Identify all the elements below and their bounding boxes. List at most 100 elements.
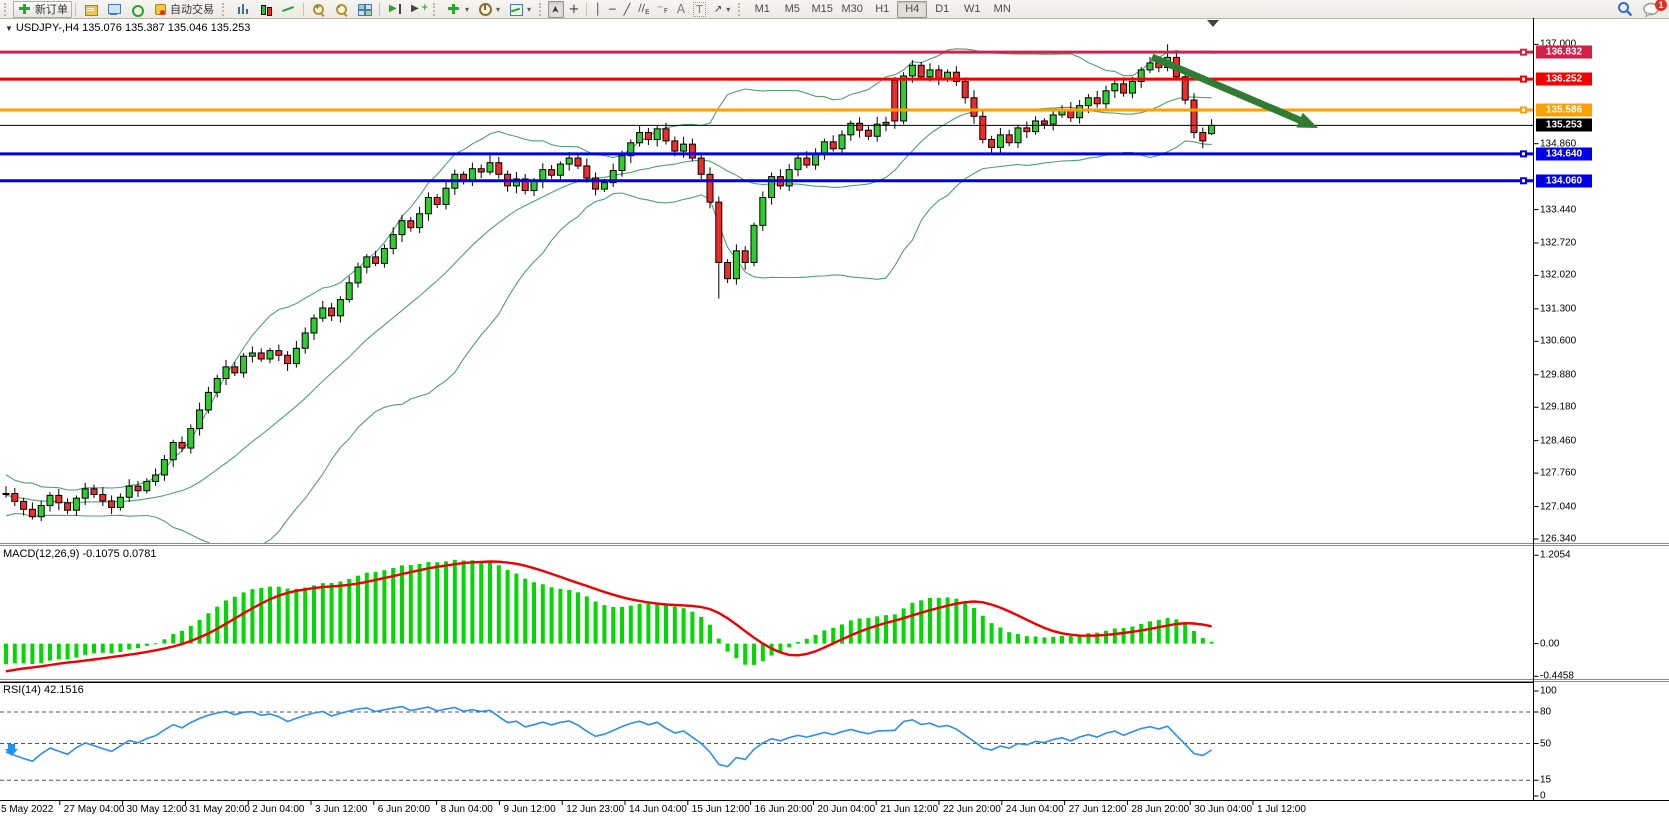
rsi-indicator-label: RSI(14) 42.1516 <box>3 684 84 696</box>
tile-windows-icon <box>357 2 372 16</box>
timeframe-button-h1[interactable]: H1 <box>875 3 890 15</box>
fibonacci-icon: ┈F <box>657 3 669 15</box>
time-axis-label: 5 May 2022 <box>1 804 54 815</box>
macd-axis-label: -0.4458 <box>1540 670 1574 682</box>
price-axis-label: 126.340 <box>1540 533 1577 545</box>
zoom-in-button[interactable]: + <box>307 1 330 18</box>
price-axis-label: 128.460 <box>1540 435 1577 447</box>
rsi-axis-label: 80 <box>1540 706 1552 718</box>
price-axis-label: 127.760 <box>1540 467 1577 479</box>
zoom-out-button[interactable]: - <box>330 1 353 18</box>
zoom-out-icon: - <box>334 2 349 17</box>
journal-button[interactable] <box>79 1 102 18</box>
timeframe-button-w1[interactable]: W1 <box>963 3 981 15</box>
time-axis-label: 30 Jun 04:00 <box>1194 804 1253 815</box>
channel-icon: ∕∕E <box>638 2 650 16</box>
horizontal-line-tool[interactable]: ─ <box>605 1 620 18</box>
periods-button[interactable]: ▾ <box>473 1 504 18</box>
notification-badge: 1 <box>1655 0 1667 11</box>
price-line-badge: 135.586 <box>1536 103 1592 117</box>
market-watch-button[interactable] <box>102 1 125 18</box>
new-order-button[interactable]: 新订单 <box>13 0 72 18</box>
candlestick-chart-button[interactable] <box>254 1 277 18</box>
chart-shift-icon: ▶ + <box>411 3 429 14</box>
templates-button[interactable]: ▾ <box>504 1 535 18</box>
indicators-icon <box>446 2 461 16</box>
price-axis-label: 131.300 <box>1540 303 1577 315</box>
fibonacci-tool[interactable]: ┈F <box>653 1 672 18</box>
cursor-tool-button[interactable]: ➤ <box>548 0 565 18</box>
indicators-button[interactable]: ▾ <box>442 1 473 18</box>
timeframe-group: M1 M5 M15 M30 H1 H4 D1 W1 MN <box>747 0 1017 18</box>
time-axis-label: 3 Jun 12:00 <box>315 804 368 815</box>
new-order-plus-icon <box>17 2 32 16</box>
price-line-badge: 136.252 <box>1536 72 1592 86</box>
price-line-badge: 136.832 <box>1536 45 1592 59</box>
text-tool[interactable]: A <box>673 1 689 18</box>
time-axis-label: 6 Jun 20:00 <box>377 804 431 815</box>
signals-button[interactable] <box>125 1 148 18</box>
time-axis-label: 21 Jun 12:00 <box>880 804 939 815</box>
timeframe-button-m30[interactable]: M30 <box>841 3 863 15</box>
vertical-line-tool[interactable]: │ <box>590 1 605 18</box>
auto-scroll-button[interactable]: ▶ <box>383 1 406 18</box>
time-axis-label: 8 Jun 04:00 <box>440 804 493 815</box>
bar-chart-button[interactable] <box>231 1 254 18</box>
toolbar-right-group: 1 <box>1617 0 1667 18</box>
search-icon[interactable] <box>1617 1 1633 17</box>
time-axis[interactable] <box>0 801 1533 821</box>
rsi-axis-label: 100 <box>1540 685 1557 697</box>
time-axis-label: 16 Jun 20:00 <box>754 804 813 815</box>
trendline-tool[interactable]: ╱ <box>620 1 635 18</box>
text-label-icon: T <box>693 1 706 17</box>
crosshair-tool-button[interactable]: + <box>564 1 583 18</box>
macd-axis-label: 1.2054 <box>1540 549 1571 561</box>
time-axis-label: 2 Jun 04:00 <box>252 804 305 815</box>
new-order-label: 新订单 <box>35 4 68 16</box>
tile-windows-button[interactable] <box>353 1 376 18</box>
price-axis-label: 132.720 <box>1540 237 1577 249</box>
time-axis-label: 12 Jun 23:00 <box>566 804 625 815</box>
time-axis-label: 27 May 04:00 <box>63 804 125 815</box>
timeframe-button-m5[interactable]: M5 <box>784 3 800 15</box>
auto-scroll-icon: ▶ <box>387 2 402 16</box>
timeframe-button-m1[interactable]: M1 <box>754 3 770 15</box>
price-axis-label: 127.040 <box>1540 501 1577 513</box>
channel-tool[interactable]: ∕∕E <box>634 1 653 18</box>
time-axis-label: 15 Jun 12:00 <box>691 804 750 815</box>
arrows-tool[interactable]: ↗ ▾ <box>713 3 731 15</box>
timeframe-button-d1[interactable]: D1 <box>935 3 950 15</box>
time-axis-label: 31 May 20:00 <box>189 804 250 815</box>
price-axis-label: 130.600 <box>1540 335 1577 347</box>
autotrading-button[interactable]: 自动交易 <box>148 1 218 18</box>
time-axis-label: 22 Jun 20:00 <box>943 804 1001 815</box>
chart-title-collapse-icon[interactable]: ▼ <box>5 24 13 33</box>
time-axis-label: 27 Jun 12:00 <box>1068 804 1127 815</box>
autotrading-robot-icon <box>152 2 167 16</box>
timeframe-button-h4[interactable]: H4 <box>897 0 928 18</box>
current-price-badge: 135.253 <box>1536 118 1592 132</box>
price-axis-label: 132.020 <box>1540 269 1577 281</box>
template-icon <box>508 2 524 16</box>
time-axis-label: 14 Jun 04:00 <box>629 804 687 815</box>
zoom-in-icon: + <box>311 2 326 17</box>
timeframe-button-m15[interactable]: M15 <box>811 3 833 15</box>
price-axis[interactable] <box>1534 18 1669 800</box>
time-axis-label: 28 Jun 20:00 <box>1131 804 1190 815</box>
rsi-axis-label: 50 <box>1540 738 1552 749</box>
autotrading-label: 自动交易 <box>170 4 214 16</box>
time-axis-label: 9 Jun 12:00 <box>503 804 556 815</box>
price-line-badge: 134.060 <box>1536 174 1592 188</box>
time-axis-label: 20 Jun 04:00 <box>817 804 876 815</box>
text-label-tool[interactable]: T <box>689 1 710 18</box>
toolbar-drag-handle[interactable] <box>4 2 10 16</box>
time-axis-label: 1 Jul 12:00 <box>1257 804 1306 815</box>
chart-shift-button[interactable]: ▶ + <box>406 1 429 18</box>
notifications-button[interactable]: 1 <box>1643 0 1667 18</box>
candlestick-chart-icon <box>258 2 273 16</box>
time-axis-label: 24 Jun 04:00 <box>1005 804 1064 815</box>
timeframe-button-mn[interactable]: MN <box>993 3 1011 15</box>
vertical-line-icon: │ <box>594 2 601 16</box>
